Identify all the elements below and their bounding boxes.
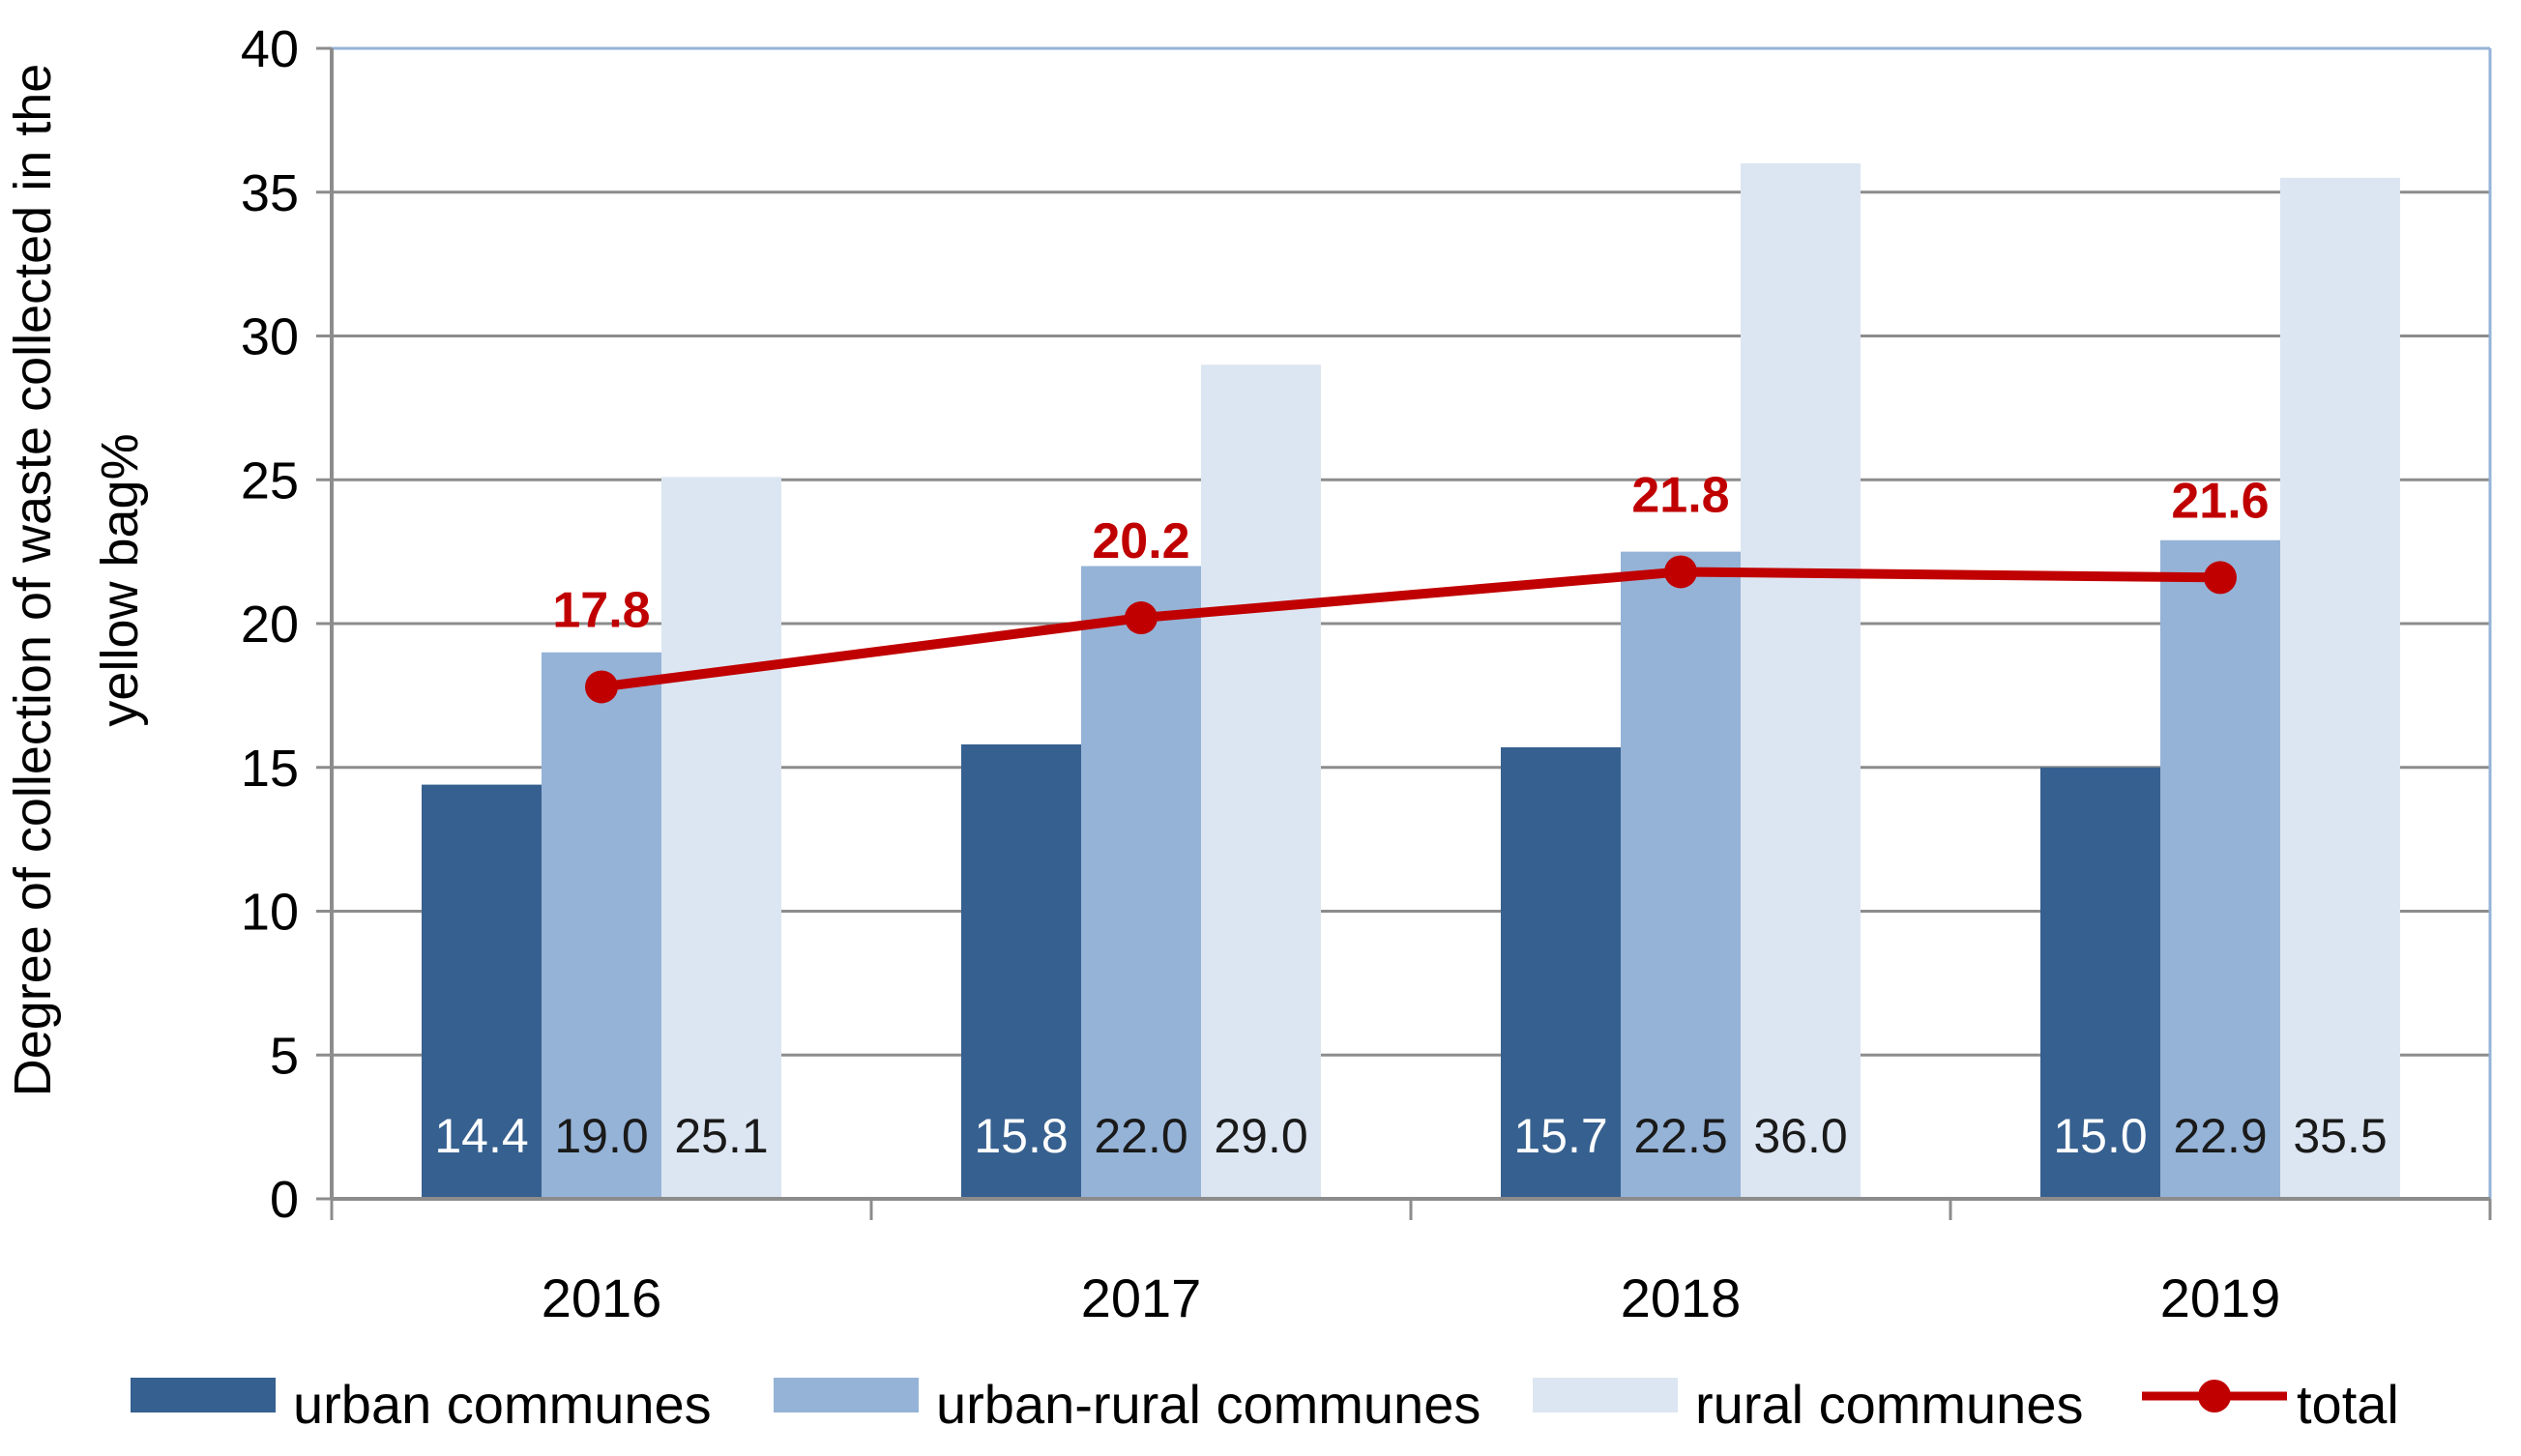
legend-label: rural communes: [1695, 1374, 2083, 1435]
bar: [1081, 566, 1201, 1199]
bar-value-label: 22.9: [2173, 1109, 2267, 1163]
bar-value-label: 19.0: [554, 1109, 648, 1163]
total-point: [2204, 561, 2237, 595]
total-line: 17.8 20.2 21.8 21.6: [552, 467, 2270, 704]
bar: [2160, 539, 2280, 1199]
y-tick-label: 0: [270, 1171, 299, 1229]
tick-labels: 0 5 10 15 20 25 30 35 40 2016 2017 2018 2019: [241, 20, 2280, 1328]
bar-value-label: 35.5: [2293, 1109, 2387, 1163]
bar: [961, 743, 1081, 1199]
x-tick-label: 2017: [1081, 1267, 1202, 1328]
legend-label: urban communes: [293, 1374, 712, 1435]
bar-value-label: 22.0: [1094, 1109, 1187, 1163]
bar: [2040, 767, 2160, 1199]
legend-swatch: [774, 1378, 919, 1412]
total-point: [1664, 555, 1697, 589]
legend-label: total: [2297, 1374, 2399, 1435]
y-tick-label: 10: [241, 884, 299, 942]
bar-value-label: 29.0: [1214, 1109, 1307, 1163]
legend-label: urban-rural communes: [936, 1374, 1480, 1435]
total-value-label: 17.8: [552, 582, 650, 638]
x-tick-label: 2019: [2160, 1267, 2281, 1328]
bar: [2280, 177, 2400, 1199]
y-tick-label: 20: [241, 596, 299, 654]
total-value-label: 21.6: [2171, 473, 2269, 529]
y-axis-title-line: Degree of collection of waste collected …: [4, 64, 62, 1097]
bar: [422, 784, 542, 1199]
legend-swatch: [131, 1378, 276, 1412]
total-point: [1125, 601, 1158, 635]
bar-value-label: 25.1: [674, 1109, 768, 1163]
bar-value-label: 15.0: [2053, 1109, 2147, 1163]
axes: [316, 46, 2492, 1220]
bar-value-label: 36.0: [1753, 1109, 1847, 1163]
bar-value-label: 15.8: [974, 1109, 1068, 1163]
x-tick-label: 2016: [542, 1267, 662, 1328]
total-value-label: 20.2: [1092, 513, 1189, 569]
bar-value-label: 14.4: [434, 1109, 528, 1163]
bar: [542, 652, 661, 1199]
legend-swatch: [1533, 1378, 1678, 1412]
y-tick-label: 35: [241, 164, 299, 222]
y-tick-label: 30: [241, 308, 299, 366]
bar-value-label: 15.7: [1513, 1109, 1607, 1163]
y-tick-label: 25: [241, 451, 299, 510]
total-value-label: 21.8: [1631, 467, 1729, 523]
data-labels: 14.4 19.0 25.1 15.8 22.0 29.0 15.7 22.5 36.0 15.0…: [434, 1109, 2387, 1163]
y-tick-label: 5: [270, 1027, 299, 1085]
bar: [1621, 551, 1741, 1199]
x-tick-label: 2018: [1621, 1267, 1742, 1328]
y-tick-label: 40: [241, 20, 299, 78]
bar: [1501, 746, 1621, 1199]
legend: urban communes urban-rural communes rural …: [131, 1374, 2399, 1435]
bars: [422, 163, 2400, 1199]
bar-value-label: 22.5: [1633, 1109, 1727, 1163]
y-axis-title: Degree of collection of waste collected …: [4, 64, 149, 1097]
y-axis-title-line: yellow bag%: [91, 433, 149, 726]
bar: [1741, 163, 1861, 1199]
total-point: [585, 670, 618, 704]
y-tick-label: 15: [241, 740, 299, 798]
legend-marker: [2198, 1380, 2231, 1412]
bar: [1201, 364, 1321, 1199]
total-line-path: [601, 567, 2221, 692]
bar: [661, 477, 781, 1199]
